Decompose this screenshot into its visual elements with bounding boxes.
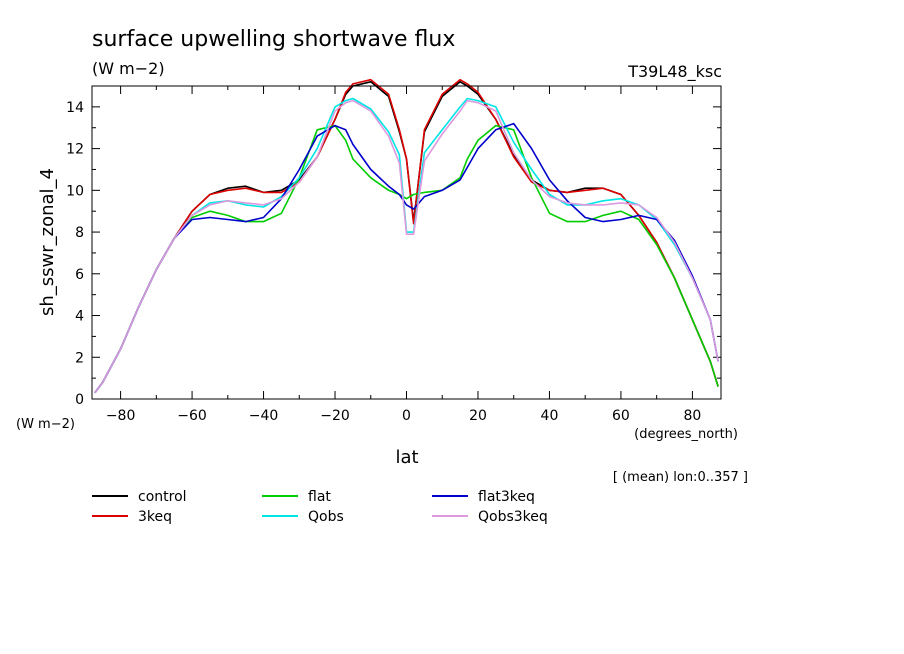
legend-label-3keq: 3keq [138, 509, 172, 525]
legend-label-qobs: Qobs [308, 509, 344, 525]
x-tick-label: 20 [469, 408, 487, 424]
run-label: T39L48_ksc [627, 62, 722, 82]
series-line-flat [94, 124, 719, 394]
y-axis-label: sh_sswr_zonal_4 [37, 168, 58, 316]
x-tick-label: 40 [541, 408, 559, 424]
y-tick-label: 8 [75, 225, 84, 241]
x-tick-label: 0 [402, 408, 411, 424]
axis-tick-marks [92, 85, 721, 400]
legend: control 3keq flat Qobs flat3keq Qobs3keq [92, 489, 548, 525]
x-axis-label: lat [395, 447, 418, 468]
series-line-control [94, 81, 719, 394]
legend-label-qobs3keq: Qobs3keq [478, 509, 548, 525]
mean-note: [ (mean) lon:0..357 ] [613, 470, 748, 485]
chart-units: (W m−2) [92, 59, 165, 78]
y-tick-label: 6 [75, 267, 84, 283]
x-axis-units: (degrees_north) [634, 427, 738, 442]
y-tick-label: 10 [66, 183, 84, 199]
x-tick-label: 80 [683, 408, 701, 424]
legend-label-control: control [138, 489, 187, 505]
x-tick-label: 60 [612, 408, 630, 424]
x-tick-label: −80 [106, 408, 136, 424]
y-tick-label: 0 [75, 392, 84, 408]
y-tick-label: 12 [66, 142, 84, 158]
series-line-qobs3keq [94, 99, 719, 394]
x-tick-label: −20 [320, 408, 350, 424]
y-tick-labels: 0 2 4 6 8 10 12 14 [66, 100, 84, 408]
chart-title: surface upwelling shortwave flux [92, 27, 455, 52]
legend-label-flat3keq: flat3keq [478, 489, 535, 505]
y-tick-label: 2 [75, 350, 84, 366]
x-tick-label: −40 [249, 408, 279, 424]
x-tick-labels: −80 −60 −40 −20 0 20 40 60 80 [106, 408, 702, 424]
y-tick-label: 14 [66, 100, 84, 116]
x-tick-label: −60 [177, 408, 207, 424]
y-axis-units: (W m−2) [16, 417, 75, 432]
series-line-3keq [94, 78, 719, 394]
y-tick-label: 4 [75, 309, 84, 325]
series-line-flat3keq [94, 122, 719, 394]
legend-label-flat: flat [308, 489, 331, 505]
series-line-qobs [94, 97, 719, 394]
plot-area [94, 78, 719, 394]
plot-frame [91, 85, 722, 400]
